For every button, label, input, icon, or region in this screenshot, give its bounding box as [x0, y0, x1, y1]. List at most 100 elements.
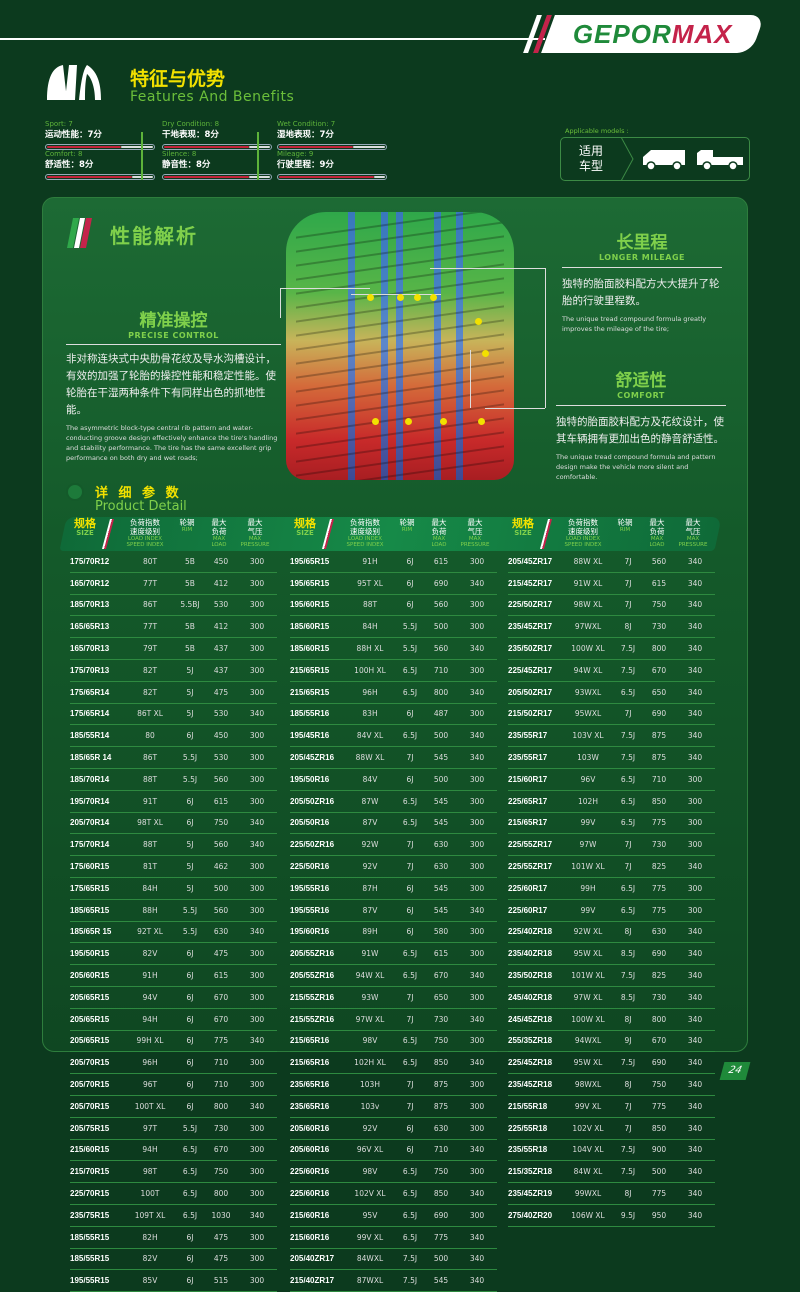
cell-max-pressure: 300: [687, 818, 703, 828]
cell-rim: 7.5J: [620, 1167, 636, 1177]
table-row: 175/65R14 82T 5J 475 300: [70, 682, 277, 704]
cell-rim: 7J: [406, 753, 414, 763]
rating-item: Comfort: 8 舒适性：8分: [45, 150, 155, 180]
table-row: 185/55R14 80 6J 450 300: [70, 725, 277, 748]
cell-load-speed-index: 88H XL: [356, 644, 384, 654]
van-icon: [643, 150, 685, 171]
cell-max-pressure: 300: [469, 1210, 485, 1220]
cell-max-pressure: 340: [687, 753, 703, 763]
cell-load-speed-index: 99V: [580, 905, 596, 915]
cell-load-speed-index: 97WXL: [574, 622, 602, 632]
cell-rim: 6J: [406, 905, 414, 915]
cell-max-load: 630: [433, 840, 449, 850]
cell-max-load: 670: [433, 971, 449, 981]
table-row: 165/65R13 77T 5B 412 300: [70, 616, 277, 639]
cell-load-speed-index: 88W XL: [573, 556, 603, 566]
table-row: 205/65R15 94H 6J 670 300: [70, 1009, 277, 1031]
cell-size: 235/50ZR17: [508, 644, 553, 654]
cell-size: 225/45ZR17: [508, 665, 553, 675]
cell-max-pressure: 340: [249, 927, 265, 937]
cell-max-pressure: 340: [469, 644, 485, 654]
cell-size: 205/65R15: [70, 992, 110, 1002]
cell-max-load: 500: [433, 731, 449, 741]
cell-size: 205/50ZR16: [290, 796, 335, 806]
cell-max-load: 875: [651, 753, 667, 763]
cell-max-load: 750: [433, 1167, 449, 1177]
cell-max-pressure: 340: [687, 600, 703, 610]
cell-load-speed-index: 84WXL: [356, 1254, 384, 1264]
cell-load-speed-index: 99V XL: [574, 1101, 602, 1111]
pickup-truck-icon: [697, 150, 743, 171]
table-row: 185/60R15 88H XL 5.5J 560 340: [290, 638, 497, 660]
table-row: 245/45ZR18 100W XL 8J 800 340: [508, 1009, 715, 1031]
cell-load-speed-index: 93W: [361, 992, 379, 1002]
cell-size: 245/40ZR18: [508, 992, 553, 1002]
rating-label-en: Mileage: 9: [277, 150, 314, 158]
cell-max-pressure: 340: [469, 1232, 485, 1242]
header-label: SPEED INDEX: [126, 542, 164, 548]
cell-max-load: 900: [651, 1145, 667, 1155]
table-row: 225/55ZR17 97W 7J 730 300: [508, 834, 715, 857]
table-row: 235/40ZR18 95W XL 8.5J 690 340: [508, 943, 715, 966]
applicable-models-box: 适用 车型: [560, 137, 750, 181]
cell-load-speed-index: 99H XL: [136, 1036, 164, 1046]
cell-size: 185/60R15: [290, 644, 330, 654]
precise-desc-en: The asymmetric block-type central rib pa…: [66, 424, 278, 462]
cell-max-pressure: 300: [249, 753, 265, 763]
cell-rim: 6.5J: [620, 905, 636, 915]
cell-load-speed-index: 98T XL: [137, 818, 163, 828]
cell-rim: 5.5J: [182, 1123, 198, 1133]
cell-rim: 7J: [406, 1080, 414, 1090]
header-label: 负荷: [211, 527, 227, 536]
cell-load-speed-index: 79T: [142, 644, 158, 654]
cell-size: 185/55R15: [70, 1232, 110, 1242]
cell-max-load: 730: [213, 1123, 229, 1133]
cell-size: 215/65R15: [290, 687, 330, 697]
cell-max-load: 710: [213, 1080, 229, 1090]
header-label: SIZE: [514, 529, 532, 537]
cell-max-pressure: 340: [469, 1014, 485, 1024]
rating-bar-fill: [164, 146, 249, 148]
tricolor-flag-icon: [67, 218, 92, 248]
cell-rim: 7.5J: [620, 753, 636, 763]
cell-size: 225/55R18: [508, 1123, 548, 1133]
cell-rim: 7J: [624, 709, 632, 719]
cell-max-pressure: 300: [687, 796, 703, 806]
cell-max-pressure: 340: [469, 753, 485, 763]
cell-max-pressure: 300: [469, 600, 485, 610]
cell-size: 185/55R14: [70, 731, 110, 741]
cell-size: 215/60R15: [70, 1145, 110, 1155]
header-load-index: 负荷指数 速度级别 LOAD INDEX SPEED INDEX: [553, 517, 613, 551]
cell-rim: 7.5J: [620, 731, 636, 741]
cell-load-speed-index: 101W XL: [571, 862, 605, 872]
cell-load-speed-index: 100T: [140, 1189, 160, 1199]
cell-rim: 9.5J: [620, 1210, 636, 1220]
cell-rim: 7J: [406, 1014, 414, 1024]
cell-rim: 5.5J: [182, 905, 198, 915]
cell-rim: 6.5J: [620, 796, 636, 806]
cell-max-load: 560: [651, 556, 667, 566]
cell-max-load: 475: [213, 949, 229, 959]
cell-load-speed-index: 87H: [362, 883, 378, 893]
header-label: GEPOR: [573, 18, 673, 49]
cell-size: 205/55ZR16: [290, 971, 335, 981]
tread-groove: [434, 212, 441, 480]
table-row: 205/50R16 87V 6.5J 545 300: [290, 813, 497, 835]
cell-rim: 5J: [186, 883, 194, 893]
cell-load-speed-index: 88W XL: [355, 753, 385, 763]
rating-label-en: Sport: 7: [45, 120, 73, 128]
table-row: 215/65R16 98V 6.5J 750 300: [290, 1031, 497, 1053]
cell-load-speed-index: 84H: [142, 883, 158, 893]
cell-rim: 6.5J: [402, 971, 418, 981]
product-detail-title: 详 细 参 数: [95, 486, 182, 501]
cell-load-speed-index: 82T: [142, 687, 158, 697]
callout-line: [545, 268, 546, 408]
cell-max-pressure: 340: [687, 1058, 703, 1068]
cell-max-pressure: 300: [249, 905, 265, 915]
cell-size: 215/65R16: [290, 1036, 330, 1046]
cell-max-pressure: 300: [249, 1189, 265, 1199]
callout-line: [351, 294, 441, 295]
cell-size: 235/45ZR19: [508, 1189, 553, 1199]
cell-size: 205/50ZR17: [508, 687, 553, 697]
header-max-pressure: 最大 气压 MAX PRESSURE: [455, 517, 495, 551]
